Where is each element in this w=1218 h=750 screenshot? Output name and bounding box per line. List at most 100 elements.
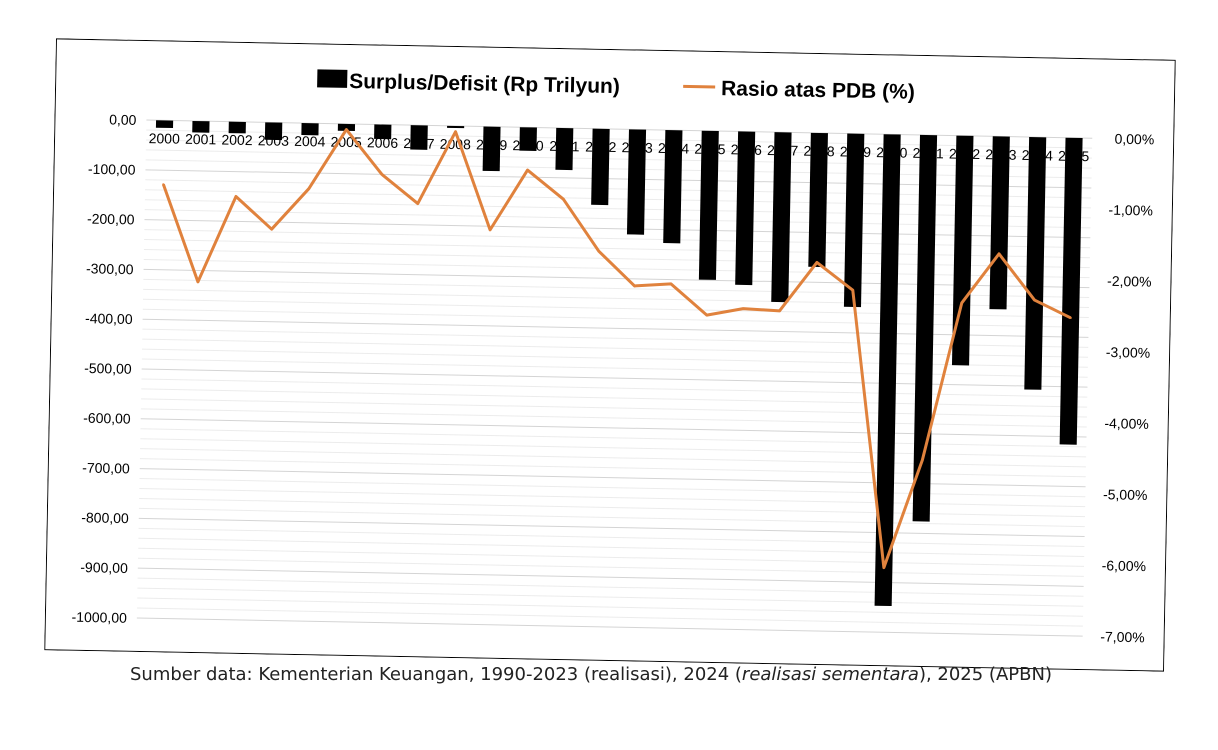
line-point-2004	[307, 187, 311, 190]
gridline	[137, 607, 1083, 627]
x-tick-label: 2000	[149, 130, 181, 147]
x-tick-label: 2011	[549, 138, 580, 155]
deficit-chart: 2000 2001 2002 2003 2004 2005 2006 2007 2008 2009…	[44, 38, 1176, 672]
gridline	[138, 527, 1085, 548]
gridline	[138, 557, 1084, 577]
bar-2013	[626, 129, 647, 235]
source-italic: realisasi sementara	[741, 664, 919, 685]
bar-2023	[989, 136, 1010, 310]
source-note: Sumber data: Kementerian Keuangan, 1990-…	[130, 664, 1052, 685]
y2-tick-label: -2,00%	[1107, 273, 1152, 290]
y-axis-right-labels: 0,00% -1,00% -2,00% -3,00% -4,00% -5,00% -6,00…	[1100, 131, 1154, 646]
x-tick-label: 2013	[621, 139, 653, 156]
x-axis-labels: 2000 2001 2002 2003 2004 2005 2006 2007 2008 2009…	[149, 130, 1090, 164]
line-point-2000	[162, 183, 165, 186]
bar-2019	[843, 133, 865, 308]
line-point-2012	[597, 249, 600, 253]
source-suffix: ), 2025 (APBN)	[918, 664, 1052, 685]
source-prefix: Sumber data: Kementerian Keuangan, 1990-…	[130, 664, 742, 685]
bar-2015	[698, 130, 719, 280]
line-point-2006	[380, 173, 384, 176]
gridline	[137, 567, 1084, 587]
x-tick-label: 2022	[949, 145, 981, 162]
y2-tick-label: -4,00%	[1104, 415, 1149, 432]
bar-series	[155, 120, 1083, 607]
line-rasio-pdb	[161, 128, 1072, 570]
line-point-2010	[526, 168, 529, 172]
y2-tick-label: -1,00%	[1108, 202, 1153, 219]
x-tick-label: 2021	[912, 145, 944, 162]
bar-2003	[264, 122, 283, 141]
line-point-2018	[815, 261, 819, 264]
line-point-2007	[416, 202, 419, 205]
x-tick-label: 2024	[1022, 147, 1054, 164]
x-tick-label: 2020	[876, 144, 908, 161]
bar-2004	[301, 123, 319, 136]
gridline	[137, 587, 1084, 607]
legend-line-swatch	[683, 84, 716, 89]
x-tick-label: 2002	[221, 132, 253, 149]
y2-tick-label: 0,00%	[1114, 131, 1154, 148]
bar-2001	[192, 120, 210, 133]
bar-2012	[591, 128, 610, 206]
x-tick-label: 2009	[476, 136, 508, 153]
x-tick-label: 2007	[403, 135, 435, 152]
gridline	[138, 537, 1085, 557]
bar-2022	[951, 135, 974, 366]
line-point-2017	[778, 309, 781, 313]
bar-2002	[228, 121, 246, 134]
legend-bar-label: Surplus/Defisit (Rp Trilyun)	[349, 70, 620, 98]
y-tick-label: -100,00	[88, 161, 136, 178]
y-tick-label: -400,00	[85, 310, 133, 327]
line-point-2002	[234, 195, 238, 198]
bar-2020	[874, 134, 901, 607]
bar-2025	[1059, 137, 1083, 445]
y-tick-label: -300,00	[86, 260, 134, 277]
x-tick-label: 2008	[440, 136, 472, 153]
bar-2009	[482, 126, 501, 172]
gridline	[138, 517, 1085, 538]
bar-2010	[519, 127, 537, 151]
line-point-2024	[1033, 298, 1036, 302]
line-series	[161, 128, 1072, 570]
x-tick-label: 2003	[258, 132, 290, 149]
bar-2024	[1024, 137, 1047, 390]
y2-tick-label: -5,00%	[1103, 486, 1148, 503]
line-point-2005	[345, 128, 348, 131]
y-tick-label: -600,00	[83, 410, 131, 427]
line-point-2003	[270, 227, 273, 231]
line-point-2022	[960, 301, 963, 305]
line-point-2009	[488, 228, 492, 232]
line-point-2021	[921, 458, 924, 462]
y-tick-label: -500,00	[84, 360, 132, 377]
x-tick-label: 2015	[694, 141, 726, 158]
legend-line-label: Rasio atas PDB (%)	[721, 77, 915, 104]
x-tick-label: 2016	[731, 141, 763, 158]
bar-2011	[555, 127, 574, 171]
line-point-2015	[705, 313, 708, 317]
bar-2008	[447, 125, 465, 129]
gridline	[137, 577, 1084, 597]
gridline	[137, 597, 1084, 617]
line-point-2025	[1069, 316, 1072, 320]
y-tick-label: -900,00	[80, 559, 128, 576]
bar-2017	[771, 132, 792, 303]
y-tick-label: -200,00	[87, 211, 135, 228]
x-tick-label: 2019	[840, 143, 872, 160]
bar-2000	[155, 120, 174, 129]
bar-2014	[663, 130, 683, 244]
line-point-2020	[882, 566, 886, 569]
x-tick-label: 2018	[803, 143, 835, 160]
y-tick-label: 0,00	[109, 111, 137, 128]
x-tick-label: 2006	[367, 134, 399, 151]
legend-bar-swatch	[317, 69, 348, 88]
line-point-2016	[742, 307, 745, 310]
bar-2018	[808, 132, 828, 268]
y2-tick-label: -7,00%	[1100, 628, 1145, 645]
line-point-2001	[196, 280, 200, 284]
line-point-2019	[851, 288, 854, 292]
line-point-2023	[997, 252, 1001, 256]
y-tick-label: -800,00	[81, 509, 129, 526]
chart-frame: 2000 2001 2002 2003 2004 2005 2006 2007 2008 2009…	[44, 38, 1176, 672]
y2-tick-label: -3,00%	[1106, 344, 1151, 361]
